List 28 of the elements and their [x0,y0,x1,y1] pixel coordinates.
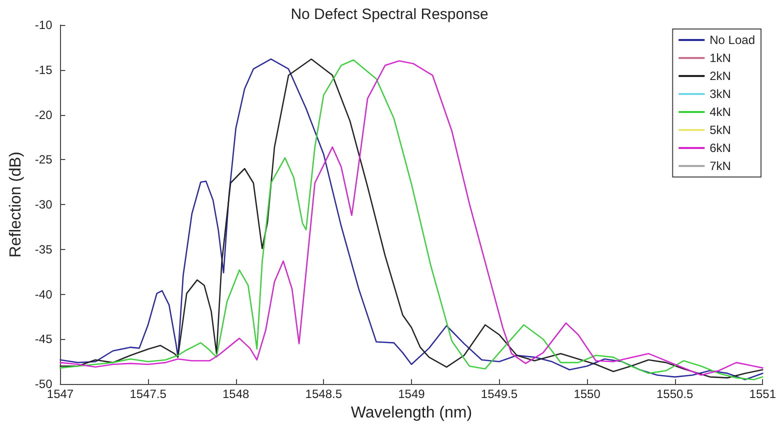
y-tick-label: -35 [34,242,53,256]
legend-label: 6kN [710,141,731,155]
y-tick-label: -45 [34,332,53,346]
legend-label: 1kN [710,51,731,65]
legend-label: 4kN [710,105,731,119]
legend-label: 5kN [710,123,731,137]
x-tick-label: 1547.5 [130,387,167,402]
y-axis-title: Reflection (dB) [8,152,24,258]
y-tick-label: -15 [34,62,53,77]
legend-label: 2kN [710,69,731,83]
legend-label: 7kN [710,159,731,173]
y-tick-label: -20 [34,108,53,122]
x-tick-label: 1549 [398,387,426,402]
x-tick-label: 1548.5 [305,387,342,402]
legend-label: No Load [710,33,756,47]
x-tick-label: 1550 [574,387,601,402]
y-tick-label: -40 [34,287,53,302]
chart-title: No Defect Spectral Response [290,6,488,23]
legend-label: 3kN [710,87,731,101]
y-tick-label: -10 [34,18,53,32]
y-tick-label: -30 [34,198,53,212]
x-axis-title: Wavelength (nm) [350,404,472,422]
x-tick-label: 1549.5 [480,387,518,402]
y-tick-label: -25 [34,152,53,167]
x-tick-label: 1547 [46,387,74,402]
x-tick-label: 1551 [749,387,776,402]
x-tick-label: 1550.5 [656,387,694,402]
x-tick-label: 1548 [222,387,250,402]
